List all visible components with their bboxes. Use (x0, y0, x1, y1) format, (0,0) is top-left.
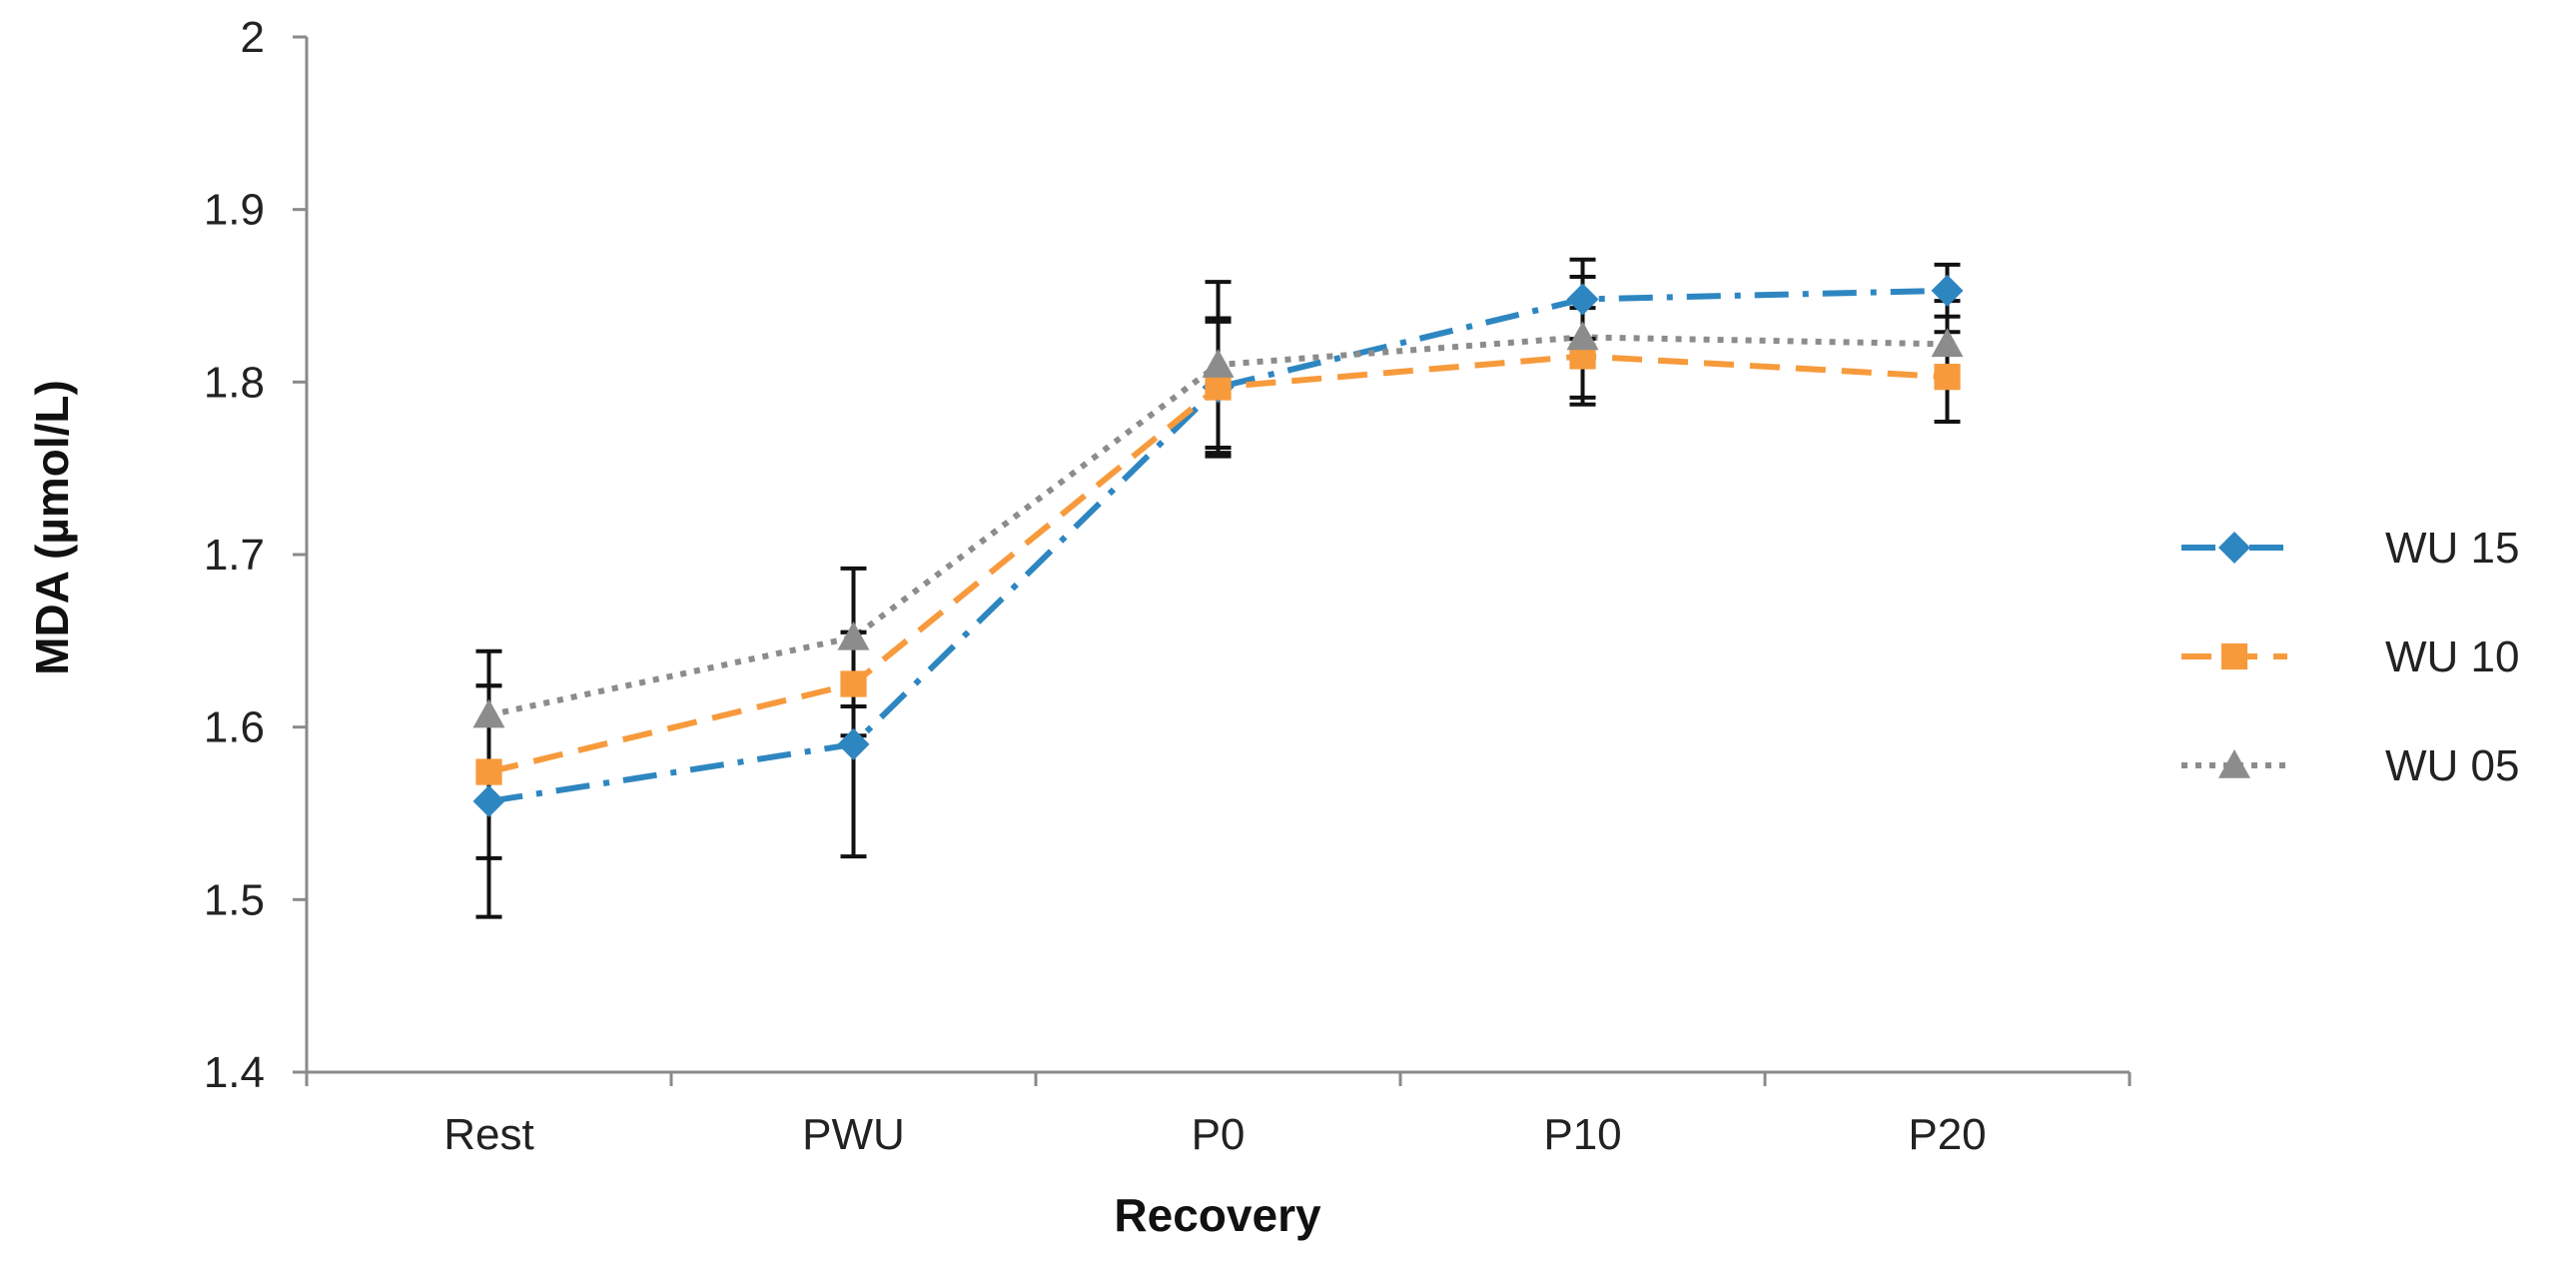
data-point-1-4 (1934, 364, 1961, 391)
y-tick-label: 1.6 (204, 703, 265, 752)
y-ticks: 1.4 1.5 1.6 1.7 1.8 1.9 2 (204, 13, 307, 1097)
x-tick-label: P20 (1908, 1110, 1986, 1159)
x-tick-label: Rest (443, 1110, 533, 1159)
data-point-2-1 (837, 621, 870, 650)
legend-marker-0 (2218, 532, 2250, 564)
x-axis-title: Recovery (1114, 1189, 1321, 1241)
y-tick-label: 2 (241, 13, 265, 62)
data-point-1-1 (840, 670, 867, 697)
marker-layer (472, 274, 1964, 817)
data-point-2-4 (1931, 328, 1964, 358)
y-tick-label: 1.8 (204, 358, 265, 407)
data-point-0-0 (472, 784, 505, 817)
y-tick-label: 1.4 (204, 1048, 265, 1097)
legend: WU 15 WU 10 WU 05 (2181, 524, 2519, 790)
y-axis-title: MDA (µmol/L) (26, 380, 78, 675)
x-tick-label: PWU (802, 1110, 905, 1159)
y-tick-label: 1.5 (204, 875, 265, 924)
legend-marker-2 (2218, 749, 2250, 778)
y-tick-label: 1.7 (204, 531, 265, 580)
series-line-0 (488, 287, 1948, 804)
legend-label-2: WU 05 (2385, 741, 2519, 790)
data-point-0-4 (1931, 274, 1964, 307)
x-tick-label: P10 (1543, 1110, 1621, 1159)
data-point-2-2 (1202, 349, 1235, 378)
data-point-2-3 (1566, 321, 1599, 351)
axes (305, 37, 2130, 1074)
y-tick-label: 1.9 (204, 186, 265, 235)
legend-label-0: WU 15 (2385, 524, 2519, 573)
data-point-1-0 (475, 758, 502, 785)
data-point-0-1 (837, 727, 870, 760)
data-point-1-2 (1205, 374, 1232, 401)
data-point-2-0 (472, 698, 505, 728)
data-point-0-3 (1566, 283, 1599, 316)
legend-marker-1 (2220, 642, 2248, 670)
legend-label-1: WU 10 (2385, 633, 2519, 681)
x-ticks: Rest PWU P0 P10 P20 (305, 1072, 2132, 1159)
x-tick-label: P0 (1192, 1110, 1246, 1159)
